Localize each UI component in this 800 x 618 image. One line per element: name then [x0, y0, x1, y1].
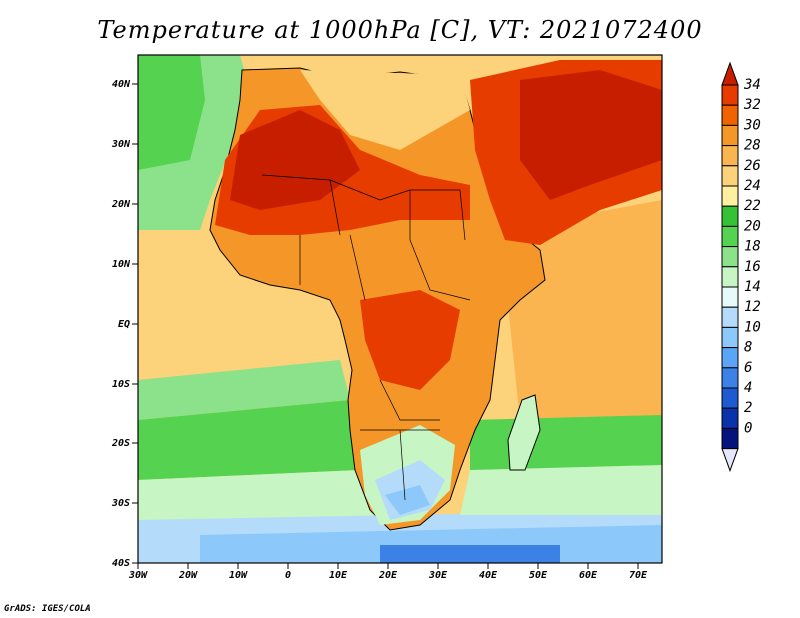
lat-label: 20S: [111, 438, 130, 449]
colorbar-label: 12: [744, 299, 761, 315]
colorbar-swatch: [721, 225, 739, 248]
lat-label: 40N: [112, 79, 131, 90]
lon-label: 10W: [229, 570, 248, 581]
colorbar-label: 18: [744, 239, 761, 255]
colorbar-swatch: [721, 185, 739, 207]
lon-label: 20E: [378, 570, 398, 581]
country-borders: [261, 174, 471, 501]
colorbar-swatch: [721, 124, 739, 147]
colorbar-label: 28: [744, 138, 761, 154]
colorbar-label: 10: [744, 319, 761, 335]
colorbar-bottom-triangle: [721, 448, 739, 473]
map-title: Temperature at 1000hPa [C], VT: 20210724…: [97, 16, 703, 44]
colorbar-swatch: [721, 326, 739, 349]
grads-credit: GrADS: IGES/COLA: [4, 604, 91, 614]
lat-label: 30S: [111, 498, 130, 509]
colorbar-label: 0: [744, 420, 752, 436]
madagascar: [507, 394, 541, 471]
lat-label: EQ: [118, 319, 130, 330]
longitude-axis: 30W 20W 10W 0 10E 20E 30E 40E 50E 60E 70E: [128, 563, 648, 581]
colorbar-label: 6: [744, 360, 752, 376]
colorbar-label: 22: [744, 198, 761, 214]
colorbar-swatch: [721, 246, 739, 268]
colorbar-swatch: [721, 104, 739, 126]
lat-label: 30N: [111, 139, 131, 150]
lon-label: 30W: [128, 570, 148, 581]
colorbar-swatch: [721, 387, 739, 409]
colorbar-swatch: [721, 266, 739, 288]
colorbar-swatch: [721, 306, 739, 328]
plot-frame: [137, 54, 663, 564]
temperature-field: [138, 55, 662, 563]
colorbar-label: 4: [744, 380, 752, 396]
colorbar-swatch: [721, 165, 739, 187]
colorbar-label: 14: [744, 279, 761, 295]
colorbar-label: 16: [744, 259, 761, 275]
colorbar-label: 32: [743, 97, 761, 113]
lat-label: 10S: [112, 379, 130, 390]
colorbar-swatch: [721, 407, 739, 429]
lon-label: 20W: [178, 570, 198, 581]
colorbar-swatch: [721, 145, 739, 167]
lon-label: 30E: [428, 570, 448, 581]
colorbar-swatch: [721, 367, 739, 389]
colorbar-label: 30: [743, 117, 761, 133]
colorbar-swatch: [721, 205, 739, 227]
lon-label: 60E: [579, 570, 598, 581]
lat-label: 20N: [111, 199, 131, 210]
lat-label: 10N: [112, 259, 131, 270]
colorbar-swatch: [721, 427, 739, 450]
lon-label: 70E: [629, 570, 648, 581]
lon-label: 50E: [529, 570, 548, 581]
colorbar-label: 24: [744, 178, 761, 194]
colorbar-label: 26: [744, 158, 761, 174]
colorbar-swatch: [721, 84, 739, 106]
lon-label: 40E: [479, 570, 498, 581]
colorbar-label: 2: [744, 400, 752, 416]
colorbar-top-triangle: [721, 61, 739, 86]
latitude-axis: 40N 30N 20N 10N EQ 10S 20S 30S 40S: [111, 79, 138, 569]
colorbar-label: 34: [743, 77, 761, 93]
colorbar-swatch: [721, 347, 739, 369]
lat-label: 40S: [112, 558, 130, 569]
lon-label: 10E: [329, 570, 348, 581]
colorbar-label: 20: [744, 218, 761, 234]
colorbar-swatch: [721, 286, 739, 308]
colorbar-label: 8: [744, 340, 752, 356]
lon-label: 0: [285, 570, 291, 581]
